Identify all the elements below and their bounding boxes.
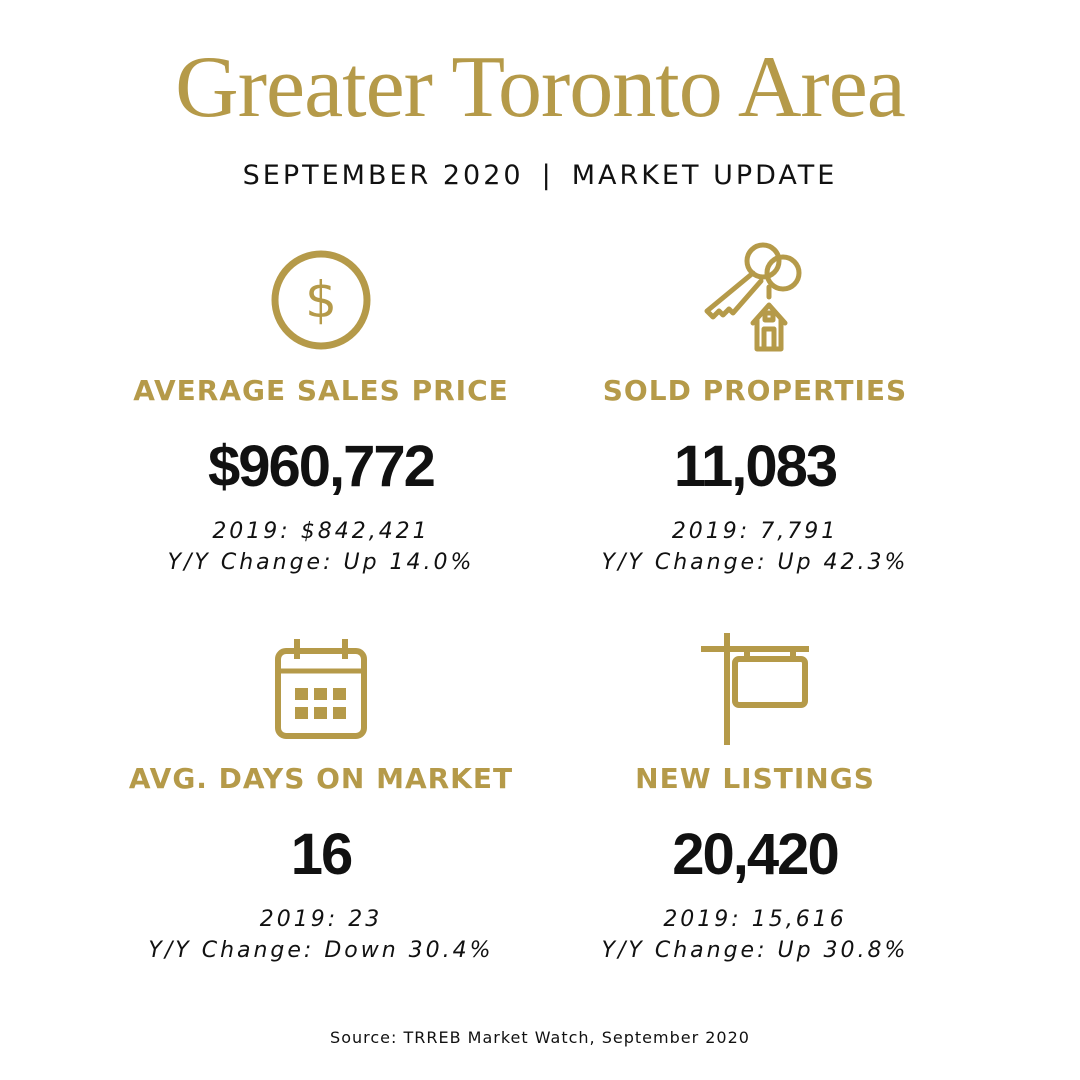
- key-house-icon: [545, 237, 965, 362]
- stat-change: Y/Y Change: Down 30.4%: [148, 938, 494, 964]
- subtitle-date: SEPTEMBER 2020: [242, 160, 524, 191]
- calendar-icon: [111, 625, 531, 750]
- stat-change: Y/Y Change: Up 14.0%: [167, 550, 475, 576]
- stat-label: AVG. DAYS ON MARKET: [128, 762, 514, 795]
- stat-label: SOLD PROPERTIES: [602, 374, 908, 407]
- page-title: Greater Toronto Area: [175, 39, 906, 136]
- stat-detail: 2019: 15,616 Y/Y Change: Up 30.8%: [545, 904, 965, 968]
- stat-prior-year: 2019: 15,616: [663, 906, 847, 932]
- stat-detail: 2019: 7,791 Y/Y Change: Up 42.3%: [545, 516, 965, 580]
- source-note: Source: TRREB Market Watch, September 20…: [330, 1028, 750, 1047]
- stat-value: 20,420: [672, 821, 839, 887]
- svg-text:$: $: [305, 271, 337, 329]
- subtitle-topic: MARKET UPDATE: [571, 160, 838, 191]
- stat-prior-year: 2019: 7,791: [671, 518, 839, 544]
- stat-card-days-on-market: AVG. DAYS ON MARKET 16 2019: 23 Y/Y Chan…: [111, 625, 531, 967]
- stat-card-sold-properties: SOLD PROPERTIES 11,083 2019: 7,791 Y/Y C…: [545, 237, 965, 579]
- stat-detail: 2019: $842,421 Y/Y Change: Up 14.0%: [111, 516, 531, 580]
- dollar-icon: $: [111, 237, 531, 362]
- stat-label: NEW LISTINGS: [635, 762, 875, 795]
- stat-prior-year: 2019: 23: [259, 906, 383, 932]
- stat-card-average-sales-price: $ AVERAGE SALES PRICE $960,772 2019: $84…: [111, 237, 531, 579]
- stat-value: 16: [290, 821, 354, 887]
- stat-prior-year: 2019: $842,421: [212, 518, 430, 544]
- stat-change: Y/Y Change: Up 30.8%: [601, 938, 909, 964]
- stat-change: Y/Y Change: Up 42.3%: [601, 550, 909, 576]
- page-subtitle: SEPTEMBER 2020 | MARKET UPDATE: [0, 160, 1080, 192]
- stat-value: $960,772: [208, 433, 436, 499]
- stat-label: AVERAGE SALES PRICE: [133, 374, 509, 407]
- listing-sign-icon: [545, 625, 965, 750]
- stat-detail: 2019: 23 Y/Y Change: Down 30.4%: [111, 904, 531, 968]
- stat-card-new-listings: NEW LISTINGS 20,420 2019: 15,616 Y/Y Cha…: [545, 625, 965, 967]
- subtitle-separator: |: [541, 160, 554, 191]
- stat-value: 11,083: [673, 433, 838, 499]
